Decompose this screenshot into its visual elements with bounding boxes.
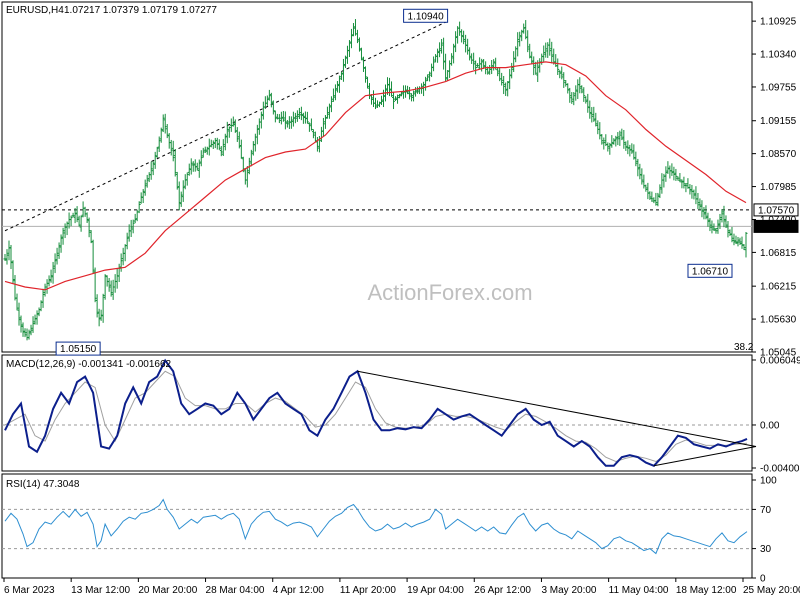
rsi-tick-label: 30	[760, 544, 772, 555]
level-label-box	[403, 8, 449, 23]
panel-frames	[1, 1, 753, 579]
macd-line	[4, 358, 748, 467]
x-tick-label: 26 Apr 12:00	[474, 585, 531, 596]
rsi-panel	[2, 498, 752, 555]
x-tick-label: 18 May 12:00	[676, 585, 737, 596]
x-tick-label: 3 May 20:00	[541, 585, 596, 596]
level-label-box	[687, 263, 733, 278]
rsi-line	[4, 498, 748, 555]
price-tick-label: 1.05630	[760, 315, 797, 326]
axes: 1.10925 1.10340 1.09755 1.09155 1.08570 1.079…	[3, 17, 800, 596]
ohlc-label: 1.07217 1.07379 1.07179 1.07277	[64, 5, 217, 16]
macd-tick-label: 0.006049	[760, 356, 800, 367]
moving-average-line	[4, 61, 747, 291]
price-tick-label: 1.07985	[760, 182, 797, 193]
price-tick-label: 1.10340	[760, 50, 797, 61]
x-tick-label: 20 Mar 20:00	[138, 585, 197, 596]
watermark: ActionForex.com	[367, 280, 532, 305]
level-label: 1.10940	[408, 11, 445, 22]
x-tick-label: 13 Mar 12:00	[71, 585, 130, 596]
fib-label: 38.2	[734, 342, 754, 353]
symbol-label: EURUSD,H4	[6, 5, 64, 16]
level-label: 1.06710	[692, 266, 729, 277]
rsi-tick-label: 70	[760, 505, 772, 516]
ohlc-bars	[3, 19, 748, 341]
x-tick-label: 28 Mar 04:00	[206, 585, 265, 596]
price-trendline	[4, 19, 450, 232]
macd-tick-label: -0.004005	[760, 464, 800, 475]
x-tick-label: 11 Apr 20:00	[340, 585, 396, 596]
macd-trendline	[653, 445, 757, 467]
price-tick-label: 1.06815	[760, 248, 797, 259]
x-tick-label: 6 Mar 2023	[4, 585, 55, 596]
rsi-label: RSI(14) 47.3048	[6, 479, 80, 490]
macd-panel-frame	[1, 354, 753, 472]
price-tick-label: 1.09155	[760, 116, 797, 127]
x-tick-label: 25 May 20:00	[743, 585, 800, 596]
macd-signal-line	[4, 370, 748, 463]
macd-trendline	[357, 370, 757, 447]
price-panel-frame	[1, 1, 753, 353]
level-axis-label: 1.07570	[758, 205, 795, 216]
macd-label: MACD(12,26,9) -0.001341 -0.001662	[6, 359, 172, 370]
macd-tick-label: 0.00	[760, 420, 780, 431]
x-tick-label: 11 May 04:00	[609, 585, 669, 596]
level-label: 1.05150	[60, 344, 97, 355]
level-axis-box	[753, 203, 799, 217]
macd-panel	[2, 358, 757, 467]
price-tick-label: 1.08570	[760, 149, 797, 160]
price-tick-label: 1.05045	[760, 348, 797, 359]
level-axis-label: 1.07277	[758, 222, 795, 233]
x-tick-label: 4 Apr 12:00	[273, 585, 325, 596]
rsi-tick-label: 100	[760, 476, 777, 487]
price-tick-label: 1.10925	[760, 17, 797, 28]
level-label-box	[55, 341, 101, 356]
price-tick-label: 1.06215	[760, 282, 797, 293]
price-tick-label: 1.09755	[760, 82, 797, 93]
rsi-panel-frame	[1, 473, 753, 579]
level-axis-box	[753, 219, 799, 233]
price-panel: 1.10940 1.05150 1.06710 38.2	[2, 8, 754, 356]
rsi-tick-label: 0	[760, 574, 766, 585]
x-tick-label: 19 Apr 04:00	[407, 585, 464, 596]
